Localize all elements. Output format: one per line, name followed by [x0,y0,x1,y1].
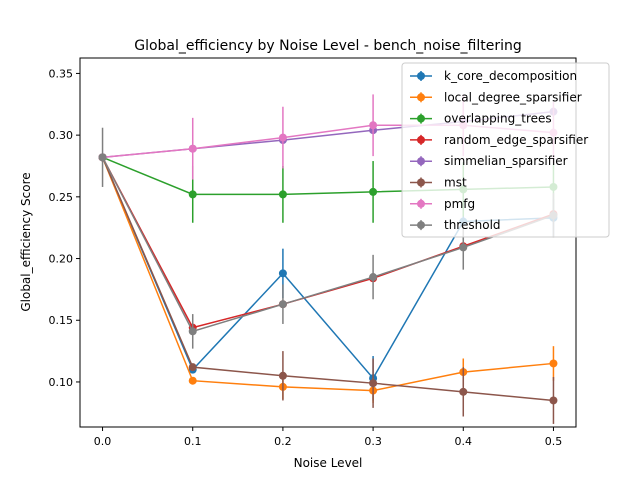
series-line [101,157,554,402]
y-tick-label: 0.35 [49,67,74,80]
x-tick-label: 0.2 [274,435,292,448]
legend-label: mst [444,176,467,190]
data-point [278,133,287,142]
chart-title: Global_efficiency by Noise Level - bench… [134,38,522,54]
x-tick-label: 0.1 [184,435,202,448]
legend: k_core_decomposition local_degree_sparsif… [401,62,610,238]
data-point [278,371,287,380]
legend-label: local_degree_sparsifier [444,90,582,104]
x-tick-label: 0.5 [545,435,563,448]
y-axis-label: Global_efficiency Score [19,172,33,311]
data-point [188,363,197,372]
data-point [98,153,107,162]
x-tick-label: 0.3 [364,435,382,448]
y-tick-label: 0.25 [49,191,74,204]
series-line [101,157,554,392]
legend-item: local_degree_sparsifier [410,90,582,104]
legend-box [401,62,610,238]
legend-marker [417,135,425,144]
y-tick-label: 0.15 [49,314,74,327]
legend-marker [417,114,425,123]
legend-marker [417,157,425,166]
legend-marker [417,93,425,102]
data-point [369,273,378,282]
data-point [278,190,287,199]
data-point [369,187,378,196]
data-point [278,300,287,309]
legend-marker [417,72,425,80]
data-point [369,379,378,388]
data-point [188,190,197,199]
legend-label: overlapping_trees [444,112,552,126]
legend-label: k_core_decomposition [444,69,577,83]
data-point [549,396,558,405]
legend-item: random_edge_sparsifier [410,133,588,147]
data-point [459,387,468,396]
y-tick-label: 0.20 [49,253,74,266]
data-point [549,359,558,368]
y-tick-label: 0.30 [49,129,74,142]
x-tick-label: 0.4 [455,435,473,448]
legend-item: threshold [410,218,501,232]
legend-item: pmfg [410,197,475,211]
legend-label: random_edge_sparsifier [444,133,588,147]
series-mst [98,153,558,424]
legend-marker [417,221,425,230]
legend-item: k_core_decomposition [410,69,577,83]
x-tick-label: 0.0 [94,435,112,448]
legend-label: threshold [444,218,501,232]
data-point [278,269,287,278]
data-point [188,144,197,153]
legend-marker [417,199,425,208]
y-axis-ticks: 0.10 0.15 0.20 0.25 0.30 0.35 [49,67,80,389]
data-point [369,121,378,130]
y-tick-label: 0.10 [49,376,74,389]
legend-item: mst [410,176,467,190]
data-point [459,243,468,252]
plot-frame [79,57,577,428]
x-axis-ticks: 0.0 0.1 0.2 0.3 0.4 0.5 [94,427,562,448]
legend-item: overlapping_trees [410,112,552,126]
data-point [188,376,197,385]
series-line [101,157,554,333]
legend-label: pmfg [444,197,475,211]
data-point [188,327,197,336]
legend-marker [417,178,425,187]
legend-label: simmelian_sparsifier [444,154,568,168]
legend-item: simmelian_sparsifier [410,154,568,168]
x-axis-label: Noise Level [294,456,363,470]
